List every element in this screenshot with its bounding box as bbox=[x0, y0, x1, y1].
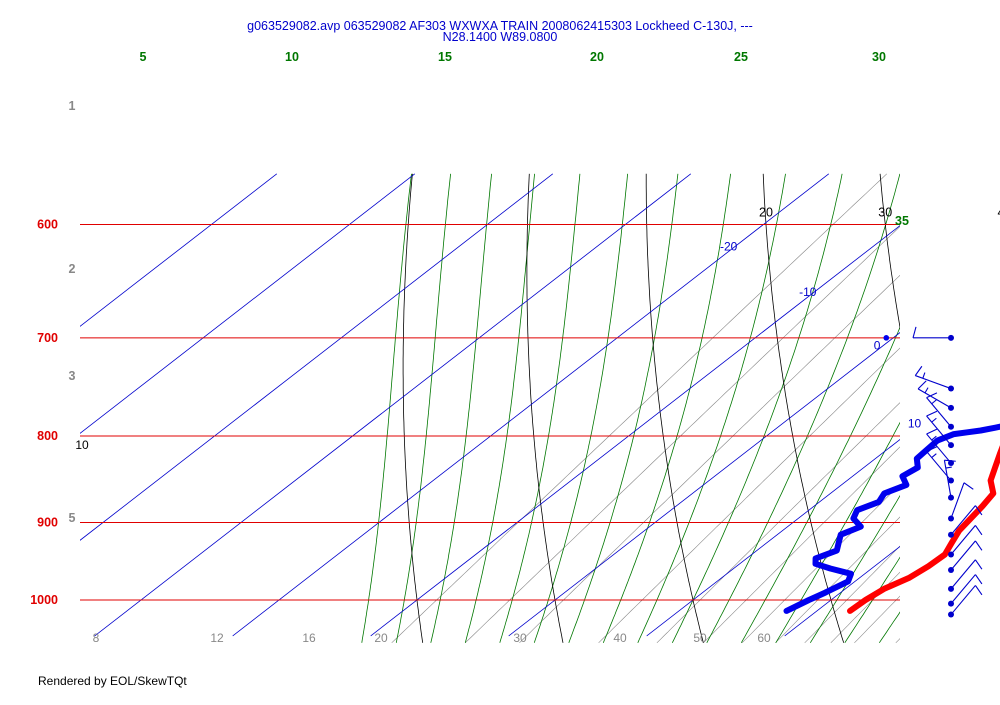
height-label: 2 bbox=[69, 262, 76, 276]
mixing-ratio-line bbox=[465, 174, 955, 643]
height-label: 1 bbox=[69, 99, 76, 113]
mixing-ratio-label: 30 bbox=[513, 631, 527, 645]
wind-barb bbox=[918, 381, 954, 411]
mixing-ratio-lines bbox=[392, 174, 1000, 643]
moist-adiabat-line bbox=[396, 174, 450, 643]
mixing-ratio-line bbox=[392, 174, 887, 643]
700-hPa-dewpoint-marker-point bbox=[883, 335, 889, 341]
isotherm-label: -20 bbox=[720, 240, 738, 254]
mixing-ratio-line bbox=[599, 174, 1000, 643]
wind-barbs bbox=[913, 327, 982, 618]
dry-adiabats bbox=[403, 174, 1000, 643]
moist-adiabat-line bbox=[569, 174, 678, 643]
isobar-label-1000: 1000 bbox=[30, 593, 58, 607]
dry-adiabat-label: 30 bbox=[878, 206, 892, 220]
isotherm-line bbox=[95, 174, 691, 636]
moist-adiabat-label-right: 35 bbox=[895, 214, 909, 228]
moist-adiabat-line bbox=[500, 174, 580, 643]
dry-adiabat-line bbox=[403, 174, 423, 643]
moist-adiabat-label: 25 bbox=[734, 50, 748, 64]
isotherm-line bbox=[233, 174, 829, 636]
isobar-label-700: 700 bbox=[37, 331, 58, 345]
moist-adiabat-line bbox=[914, 174, 1000, 643]
moist-adiabats bbox=[362, 174, 1000, 643]
wind-barb bbox=[927, 393, 954, 430]
moist-adiabat-line bbox=[465, 174, 534, 643]
mixing-ratio-line bbox=[519, 174, 1000, 643]
dry-adiabat-line bbox=[646, 174, 703, 643]
moist-adiabat-line bbox=[948, 174, 1000, 643]
moist-adiabat-line bbox=[362, 174, 412, 643]
mixing-ratio-label: 16 bbox=[302, 631, 316, 645]
mixing-ratio-label: 8 bbox=[93, 631, 100, 645]
axis-labels: 6007008009001000-20-10010203040203040506… bbox=[30, 50, 1000, 645]
isobar-label-600: 600 bbox=[37, 218, 58, 232]
isotherm-line bbox=[0, 174, 415, 636]
isotherm-label: -10 bbox=[799, 285, 817, 299]
isotherms bbox=[0, 174, 1000, 636]
moist-adiabat-line bbox=[534, 174, 627, 643]
isotherm-line bbox=[371, 174, 967, 636]
wind-barb bbox=[913, 327, 954, 341]
moist-adiabat-label: 15 bbox=[438, 50, 452, 64]
mixing-ratio-line bbox=[931, 174, 1000, 643]
chart-title-line2: N28.1400 W89.0800 bbox=[443, 30, 558, 44]
mixing-ratio-label: 60 bbox=[757, 631, 771, 645]
moist-adiabat-line bbox=[603, 174, 730, 643]
mixing-ratio-line bbox=[990, 174, 1000, 643]
moist-adiabat-label: 20 bbox=[590, 50, 604, 64]
wind-barb bbox=[915, 366, 954, 391]
mixing-ratio-line bbox=[896, 174, 1000, 643]
moist-adiabat-line bbox=[983, 174, 1000, 643]
isobar-label-800: 800 bbox=[37, 429, 58, 443]
footer-credit: Rendered by EOL/SkewTQt bbox=[38, 674, 187, 688]
isobar-label-900: 900 bbox=[37, 516, 58, 530]
mixing-ratio-line bbox=[742, 174, 1000, 643]
moist-adiabat-label: 5 bbox=[140, 50, 147, 64]
isotherm-label: 0 bbox=[874, 338, 881, 352]
dry-adiabat-label-left: 10 bbox=[75, 438, 89, 452]
mixing-ratio-label: 20 bbox=[374, 631, 388, 645]
isotherm-label: 10 bbox=[908, 416, 922, 430]
dry-adiabat-line bbox=[763, 174, 844, 643]
isotherm-line bbox=[0, 174, 277, 636]
dry-adiabat-line bbox=[880, 174, 984, 643]
height-label: 3 bbox=[69, 369, 76, 383]
dry-adiabat-line bbox=[527, 174, 563, 643]
moist-adiabat-label: 10 bbox=[285, 50, 299, 64]
mixing-ratio-label: 40 bbox=[613, 631, 627, 645]
moist-adiabat-line bbox=[879, 174, 1000, 643]
mixing-ratio-label: 12 bbox=[210, 631, 224, 645]
height-label: 5 bbox=[69, 511, 76, 525]
mixing-ratio-label: 50 bbox=[693, 631, 707, 645]
isotherm-line bbox=[923, 174, 1000, 636]
mixing-ratio-line bbox=[962, 174, 1000, 643]
moist-adiabat-label: 30 bbox=[872, 50, 886, 64]
dry-adiabat-label: 20 bbox=[759, 206, 773, 220]
